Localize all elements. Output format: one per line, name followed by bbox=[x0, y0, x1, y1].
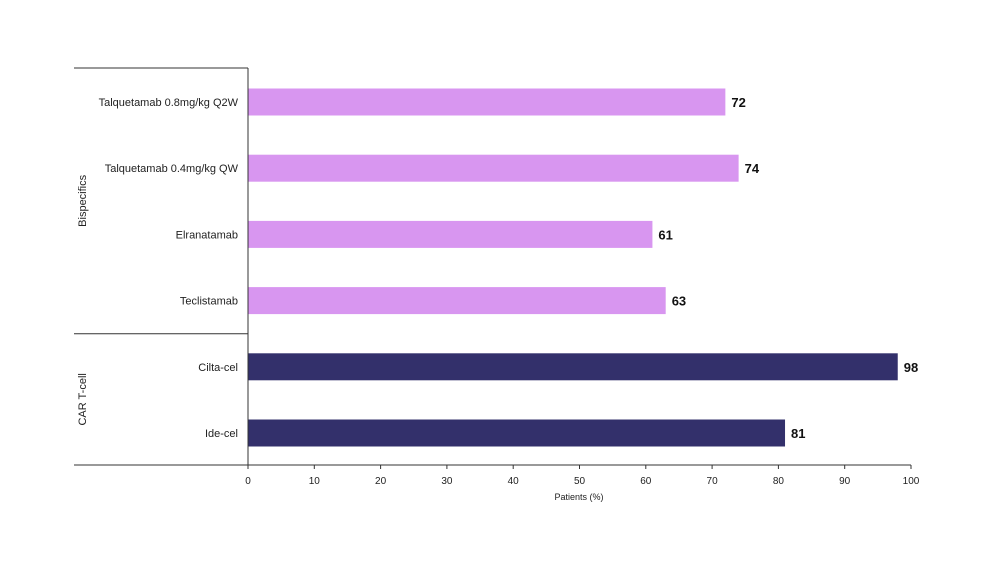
value-label: 74 bbox=[745, 161, 760, 176]
bars-layer bbox=[248, 88, 898, 447]
x-tick-label: 90 bbox=[839, 476, 851, 487]
bar bbox=[248, 287, 666, 315]
category-label: Teclistamab bbox=[180, 296, 238, 308]
x-tick-label: 80 bbox=[773, 476, 785, 487]
bar bbox=[248, 353, 898, 381]
bar bbox=[248, 154, 739, 182]
value-label: 72 bbox=[731, 95, 745, 110]
category-label: Ide-cel bbox=[205, 428, 238, 440]
x-tick-label: 20 bbox=[375, 476, 387, 487]
labels-layer: Talquetamab 0.8mg/kg Q2W 72 Talquetamab 0.… bbox=[77, 95, 918, 441]
x-tick-label: 0 bbox=[245, 476, 251, 487]
group-label: CAR T-cell bbox=[77, 373, 89, 425]
value-label: 63 bbox=[672, 294, 686, 309]
value-label: 98 bbox=[904, 360, 918, 375]
value-label: 81 bbox=[791, 426, 805, 441]
axis-layer: 0 10 20 30 40 50 60 70 80 90 100 bbox=[74, 67, 920, 487]
x-tick-label: 10 bbox=[309, 476, 321, 487]
x-axis-title: Patients (%) bbox=[554, 492, 603, 502]
category-label: Talquetamab 0.4mg/kg QW bbox=[105, 163, 239, 175]
category-label: Talquetamab 0.8mg/kg Q2W bbox=[99, 97, 239, 109]
category-label: Cilta-cel bbox=[198, 362, 238, 374]
category-label: Elranatamab bbox=[176, 229, 238, 241]
bar bbox=[248, 88, 726, 116]
x-tick-label: 40 bbox=[508, 476, 520, 487]
x-tick-label: 60 bbox=[640, 476, 652, 487]
group-label: Bispecifics bbox=[77, 174, 89, 226]
bar bbox=[248, 419, 786, 447]
x-tick-label: 100 bbox=[903, 476, 920, 487]
x-tick-label: 50 bbox=[574, 476, 586, 487]
bar bbox=[248, 220, 653, 248]
x-tick-label: 70 bbox=[707, 476, 719, 487]
value-label: 61 bbox=[658, 227, 672, 242]
x-tick-label: 30 bbox=[441, 476, 453, 487]
